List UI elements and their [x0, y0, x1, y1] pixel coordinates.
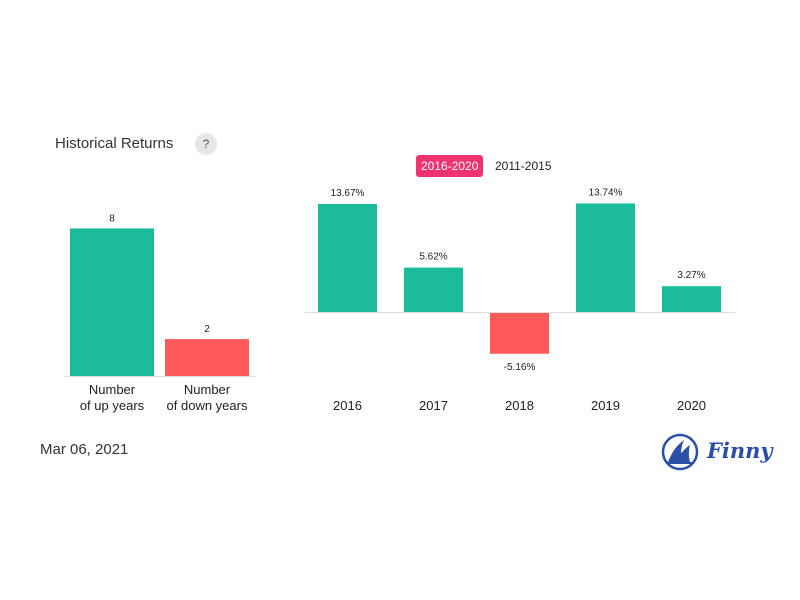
- bar-2019: [576, 203, 635, 312]
- bar-2018: [490, 313, 549, 354]
- finny-logo-icon: [661, 433, 699, 471]
- report-date: Mar 06, 2021: [40, 441, 129, 458]
- category-label-0-1: of up years: [80, 398, 145, 413]
- tab-2011-2015[interactable]: 2011-2015: [495, 159, 552, 173]
- bar-2020: [662, 286, 721, 312]
- bar-2017: [404, 267, 463, 312]
- brand-name: Finny: [707, 438, 773, 463]
- bar-0: [70, 228, 154, 376]
- tab-2016-2020[interactable]: 2016-2020: [416, 155, 484, 177]
- x-tick-label-2019: 2019: [591, 398, 620, 413]
- yearly-returns-chart: 13.67% 2016 5.62% 2017 -5.16% 2018 13.74% 2019 3…: [305, 187, 735, 413]
- x-tick-label-2016: 2016: [333, 398, 362, 413]
- page-title: Historical Returns: [55, 135, 174, 152]
- category-label-1-1: of down years: [167, 398, 248, 413]
- data-label-2018: -5.16%: [504, 362, 536, 373]
- data-label-2019: 13.74%: [589, 187, 623, 198]
- data-label-2020: 3.27%: [677, 270, 705, 281]
- help-icon[interactable]: ?: [195, 133, 217, 155]
- data-label-2016: 13.67%: [331, 188, 365, 199]
- bar-2016: [318, 204, 377, 312]
- data-label-1: 2: [204, 324, 210, 335]
- category-label-1-0: Number: [184, 382, 231, 397]
- category-label-0-0: Number: [89, 382, 136, 397]
- x-tick-label-2017: 2017: [419, 398, 448, 413]
- data-label-0: 8: [109, 213, 115, 224]
- bar-1: [165, 339, 249, 376]
- x-tick-label-2018: 2018: [505, 398, 534, 413]
- x-tick-label-2020: 2020: [677, 398, 706, 413]
- data-label-2017: 5.62%: [419, 252, 447, 263]
